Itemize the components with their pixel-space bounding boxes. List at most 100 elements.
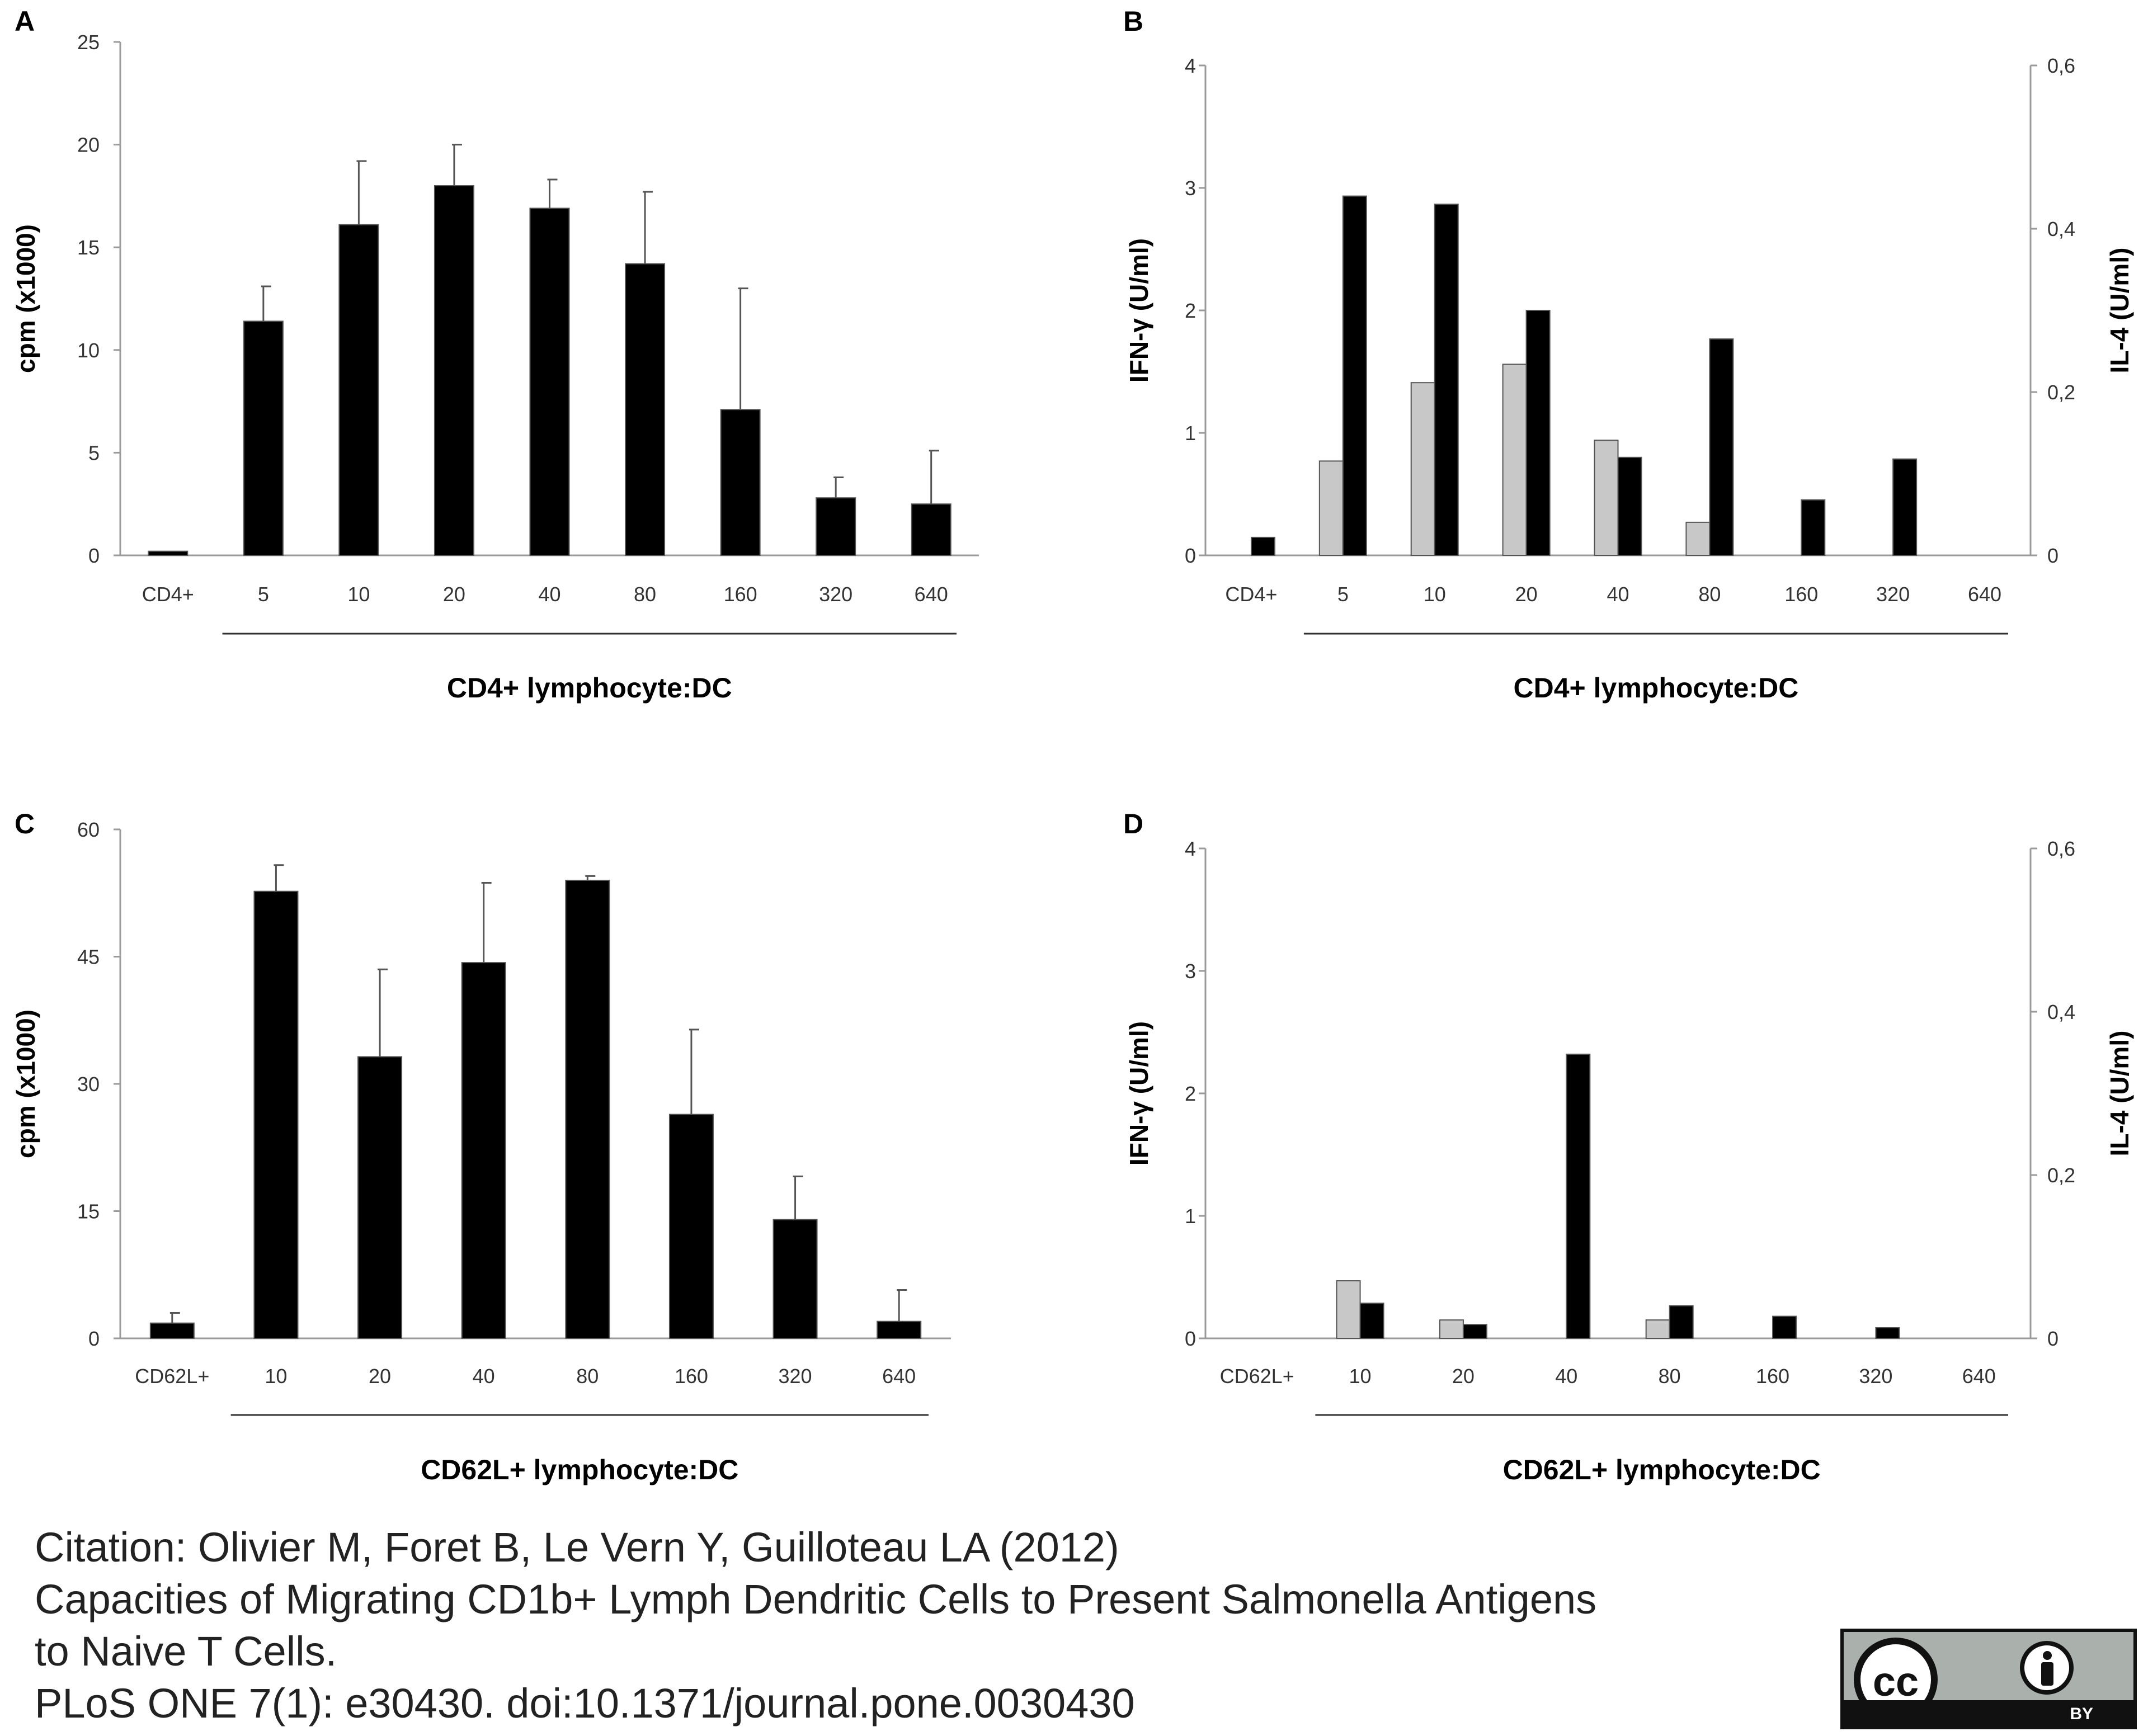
x-tick-label: 80 <box>576 1365 599 1388</box>
citation-line-1: Citation: Olivier M, Foret B, Le Vern Y,… <box>35 1524 1119 1570</box>
bar <box>1594 440 1619 556</box>
x-tick-label: 5 <box>1337 583 1349 606</box>
bar <box>434 185 474 556</box>
cc-logo-text: cc <box>1872 1658 1919 1705</box>
bar <box>1250 536 1275 556</box>
y-tick-label: 0 <box>88 544 100 567</box>
x-tick-label: 5 <box>258 583 269 606</box>
bar <box>772 1219 818 1339</box>
bar <box>1342 195 1367 556</box>
y2-axis-label: IL-4 (U/ml) <box>2105 248 2134 374</box>
panel-a: A 0 5 10 15 20 25 cpm (x1000) CD4+ 5 10 20 40 80 160 32… <box>11 6 979 704</box>
y-tick-label: 5 <box>88 441 100 464</box>
citation-line-2: Capacities of Migrating CD1b+ Lymph Dend… <box>35 1576 1597 1622</box>
bar <box>1772 1315 1797 1339</box>
x-tick-label: 640 <box>915 583 948 606</box>
x-tick-label: CD62L+ <box>135 1365 209 1388</box>
y-axis-label: IFN-γ (U/ml) <box>1124 1021 1153 1166</box>
y-tick-label: 0 <box>88 1327 100 1350</box>
x-tick-label: 40 <box>1607 583 1629 606</box>
y2-axis-label: IL-4 (U/ml) <box>2105 1031 2134 1157</box>
y-tick-label: 15 <box>77 236 100 259</box>
bar <box>1892 458 1918 556</box>
x-tick-label: 640 <box>1962 1365 1996 1388</box>
y-tick-label: 2 <box>1185 299 1196 322</box>
y-axis-label: cpm (x1000) <box>11 224 40 373</box>
x-tick-label: 160 <box>1756 1365 1789 1388</box>
y-tick-label: 10 <box>77 339 100 362</box>
bar <box>1359 1303 1384 1339</box>
x-tick-label: CD62L+ <box>1220 1365 1294 1388</box>
bar <box>877 1320 922 1339</box>
bar <box>1709 338 1734 556</box>
bar <box>461 962 506 1339</box>
bar <box>338 224 379 556</box>
citation-line-3: to Naive T Cells. <box>35 1628 337 1674</box>
bar <box>625 263 666 556</box>
x-tick-label: 320 <box>779 1365 812 1388</box>
x-tick-label: 10 <box>347 583 370 606</box>
y2-tick-label: 0,4 <box>2047 218 2075 240</box>
y-tick-label: 4 <box>1185 54 1196 77</box>
bar <box>357 1056 403 1339</box>
y-axis-label: cpm (x1000) <box>11 1009 40 1158</box>
bar <box>149 1322 195 1339</box>
x-tick-label: 20 <box>443 583 465 606</box>
x-tick-label: 10 <box>1349 1365 1372 1388</box>
y-tick-label: 45 <box>77 946 100 969</box>
x-tick-label: 80 <box>1698 583 1721 606</box>
bar <box>1645 1319 1670 1339</box>
bar <box>668 1114 714 1339</box>
y-tick-label: 2 <box>1185 1082 1196 1105</box>
panel-c: C 0 15 30 45 60 cpm (x1000) CD62L+ 10 20 40 80 160 32… <box>11 808 951 1485</box>
x-tick-label: CD4+ <box>1225 583 1277 606</box>
y-tick-label: 3 <box>1185 177 1196 200</box>
bar <box>1566 1053 1591 1339</box>
x-axis-label: CD62L+ lymphocyte:DC <box>1503 1454 1821 1485</box>
x-tick-label: 10 <box>265 1365 287 1388</box>
bar <box>1875 1327 1900 1339</box>
bar <box>1462 1324 1487 1339</box>
y-tick-label: 0 <box>1185 544 1196 567</box>
cc-by-license-badge[interactable]: cc BY <box>1840 1629 2137 1729</box>
y-tick-label: 3 <box>1185 960 1196 983</box>
bar <box>1410 382 1435 556</box>
bar <box>1669 1305 1694 1339</box>
y-tick-label: 4 <box>1185 837 1196 860</box>
y-tick-label: 1 <box>1185 1205 1196 1228</box>
bar <box>1502 364 1527 556</box>
x-tick-label: 20 <box>369 1365 391 1388</box>
x-tick-label: 160 <box>675 1365 708 1388</box>
bar <box>1439 1319 1464 1339</box>
bar <box>1801 499 1826 556</box>
bar <box>1318 460 1344 556</box>
x-tick-label: 320 <box>1876 583 1910 606</box>
panel-letter: B <box>1123 6 1143 37</box>
x-tick-label: 320 <box>1859 1365 1892 1388</box>
bar <box>816 497 856 556</box>
x-tick-label: 20 <box>1515 583 1538 606</box>
x-tick-label: 40 <box>473 1365 495 1388</box>
y2-tick-label: 0 <box>2047 544 2058 567</box>
x-tick-label: 160 <box>1784 583 1818 606</box>
y2-tick-label: 0,2 <box>2047 1164 2075 1187</box>
x-tick-label: 640 <box>882 1365 916 1388</box>
x-tick-label: 160 <box>724 583 757 606</box>
y2-tick-label: 0,2 <box>2047 381 2075 404</box>
bar <box>529 207 570 556</box>
bar <box>565 880 610 1339</box>
panel-letter: A <box>15 6 35 37</box>
bar <box>1336 1280 1361 1339</box>
x-tick-label: 320 <box>819 583 852 606</box>
x-tick-label: 80 <box>634 583 656 606</box>
y-tick-label: 1 <box>1185 422 1196 445</box>
x-tick-label: 10 <box>1424 583 1446 606</box>
x-tick-label: 20 <box>1452 1365 1475 1388</box>
x-axis-label: CD4+ lymphocyte:DC <box>1514 672 1799 704</box>
x-tick-label: 80 <box>1659 1365 1681 1388</box>
x-tick-label: 40 <box>1555 1365 1577 1388</box>
panel-letter: C <box>15 808 35 839</box>
y2-tick-label: 0,6 <box>2047 54 2075 77</box>
y2-tick-label: 0 <box>2047 1327 2058 1350</box>
